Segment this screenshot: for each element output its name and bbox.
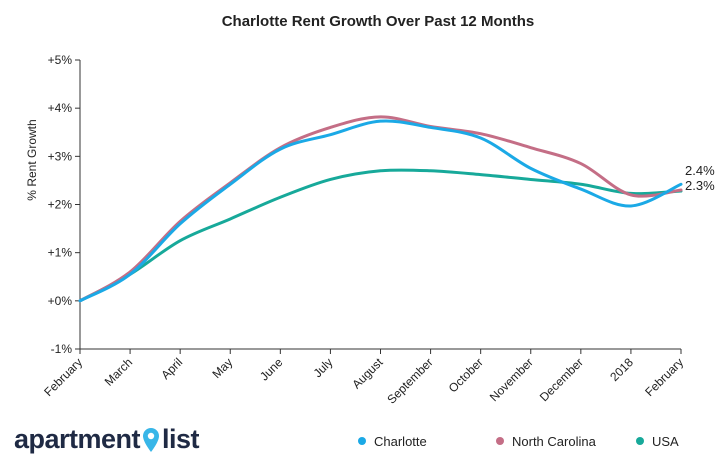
end-labels: 2.4%2.3% <box>685 163 715 193</box>
series-line-charlotte <box>78 119 683 303</box>
x-tick-label: May <box>209 355 235 381</box>
legend: Charlotte North Carolina USA <box>358 434 679 449</box>
legend-swatch-charlotte <box>358 437 366 445</box>
apartment-list-logo: apartment list <box>14 424 200 455</box>
x-tick-label: November <box>487 355 536 404</box>
x-tick-labels: February March April May June July AugustSepte… <box>41 349 686 407</box>
x-tick-label: August <box>349 355 386 392</box>
x-tick-label: December <box>537 355 586 404</box>
legend-label-charlotte: Charlotte <box>374 434 427 449</box>
x-tick-label: September <box>384 355 435 406</box>
x-tick-label: April <box>158 355 185 382</box>
y-tick-label: +0% <box>48 294 73 308</box>
map-pin-icon <box>143 427 160 452</box>
x-tick-label: February <box>41 355 85 399</box>
x-tick-label: February <box>642 355 686 399</box>
y-tick-label: +2% <box>48 198 73 212</box>
x-tick-label: July <box>311 355 336 380</box>
y-axis-label: % Rent Growth <box>25 119 39 200</box>
legend-label-north-carolina: North Carolina <box>512 434 597 449</box>
y-tick-labels: -1% +0% +1% +2% +3% +4% +5% <box>48 53 80 356</box>
chart-title: Charlotte Rent Growth Over Past 12 Month… <box>222 13 535 30</box>
y-tick-label: +5% <box>48 53 73 67</box>
series-line-usa <box>78 168 683 303</box>
x-tick-label: 2018 <box>607 355 636 384</box>
series-lines <box>78 115 683 303</box>
y-tick-label: +1% <box>48 246 73 260</box>
y-tick-label: +4% <box>48 101 73 115</box>
x-tick-label: March <box>102 355 135 388</box>
series-line-north-carolina <box>78 115 683 303</box>
axes <box>79 60 681 350</box>
end-label-north-carolina: 2.3% <box>685 178 715 193</box>
legend-swatch-north-carolina <box>496 437 504 445</box>
y-tick-label: -1% <box>51 342 73 356</box>
brand-name-left: apartment <box>14 424 141 454</box>
brand-name-right: list <box>162 424 200 454</box>
end-label-charlotte: 2.4% <box>685 163 715 178</box>
y-tick-label: +3% <box>48 149 73 163</box>
legend-label-usa: USA <box>652 434 679 449</box>
x-tick-label: June <box>257 355 286 384</box>
legend-swatch-usa <box>636 437 644 445</box>
x-tick-label: October <box>446 355 486 395</box>
